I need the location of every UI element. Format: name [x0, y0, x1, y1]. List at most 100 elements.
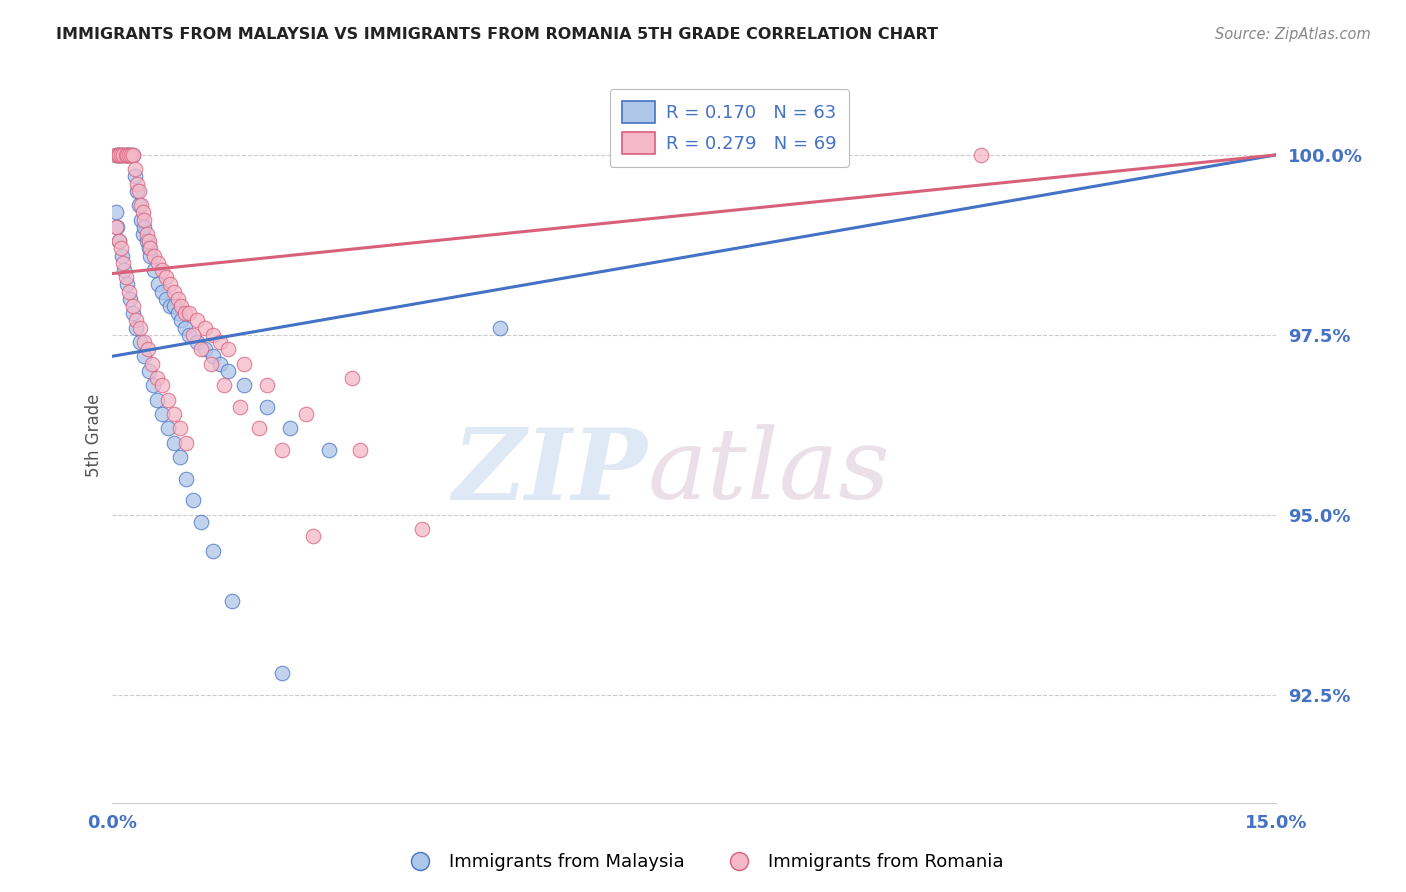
Point [127, 177, 149, 191]
Point [186, 313, 208, 327]
Point [139, 242, 162, 256]
Point [209, 334, 232, 349]
Point [122, 306, 145, 320]
Point [271, 666, 294, 681]
Point [114, 148, 136, 162]
Point [209, 357, 232, 371]
Point [138, 234, 160, 248]
Point [122, 148, 145, 162]
Point [124, 162, 146, 177]
Point [115, 148, 138, 162]
Point [169, 421, 191, 435]
Point [155, 292, 177, 306]
Point [129, 320, 152, 334]
Point [163, 407, 186, 421]
Point [174, 435, 197, 450]
Point [128, 198, 150, 212]
Point [349, 442, 371, 457]
Text: ZIP: ZIP [453, 424, 647, 521]
Point [129, 334, 152, 349]
Point [134, 212, 156, 227]
Text: atlas: atlas [647, 425, 890, 520]
Point [247, 421, 270, 435]
Point [143, 263, 166, 277]
Point [232, 357, 254, 371]
Point [174, 320, 197, 334]
Point [108, 148, 131, 162]
Point [194, 320, 217, 334]
Point [112, 148, 135, 162]
Point [318, 442, 340, 457]
Point [141, 357, 163, 371]
Point [174, 472, 197, 486]
Point [107, 148, 129, 162]
Legend: R = 0.170   N = 63, R = 0.279   N = 69: R = 0.170 N = 63, R = 0.279 N = 69 [610, 88, 849, 167]
Point [127, 184, 149, 198]
Point [163, 285, 186, 299]
Point [163, 299, 186, 313]
Point [111, 249, 134, 263]
Point [156, 421, 179, 435]
Point [131, 227, 153, 241]
Point [302, 529, 325, 543]
Point [150, 285, 173, 299]
Point [163, 435, 186, 450]
Point [201, 350, 224, 364]
Point [159, 277, 181, 292]
Point [278, 421, 301, 435]
Point [142, 378, 165, 392]
Point [115, 277, 138, 292]
Point [170, 313, 193, 327]
Point [155, 270, 177, 285]
Point [148, 256, 170, 270]
Point [201, 543, 224, 558]
Point [118, 285, 141, 299]
Point [115, 270, 138, 285]
Point [148, 277, 170, 292]
Point [970, 148, 993, 162]
Point [118, 148, 141, 162]
Point [201, 327, 224, 342]
Point [342, 371, 364, 385]
Point [181, 493, 204, 508]
Point [134, 350, 156, 364]
Point [159, 299, 181, 313]
Point [112, 148, 135, 162]
Y-axis label: 5th Grade: 5th Grade [86, 394, 103, 477]
Point [166, 306, 188, 320]
Point [174, 306, 197, 320]
Point [256, 400, 278, 414]
Text: IMMIGRANTS FROM MALAYSIA VS IMMIGRANTS FROM ROMANIA 5TH GRADE CORRELATION CHART: IMMIGRANTS FROM MALAYSIA VS IMMIGRANTS F… [56, 27, 938, 42]
Point [120, 148, 142, 162]
Point [179, 306, 201, 320]
Point [217, 364, 239, 378]
Point [128, 184, 150, 198]
Point [145, 392, 167, 407]
Point [135, 227, 157, 241]
Point [150, 378, 173, 392]
Point [217, 342, 239, 356]
Point [124, 169, 146, 184]
Point [706, 148, 728, 162]
Point [105, 219, 128, 234]
Point [186, 334, 208, 349]
Point [110, 148, 132, 162]
Text: Source: ZipAtlas.com: Source: ZipAtlas.com [1215, 27, 1371, 42]
Point [108, 234, 131, 248]
Point [107, 148, 129, 162]
Point [134, 219, 156, 234]
Point [134, 334, 156, 349]
Point [112, 263, 135, 277]
Point [110, 148, 132, 162]
Point [179, 327, 201, 342]
Legend: Immigrants from Malaysia, Immigrants from Romania: Immigrants from Malaysia, Immigrants fro… [395, 847, 1011, 879]
Point [108, 148, 131, 162]
Point [190, 342, 212, 356]
Point [112, 256, 135, 270]
Point [138, 242, 160, 256]
Point [104, 148, 127, 162]
Point [221, 594, 243, 608]
Point [271, 442, 294, 457]
Point [138, 364, 160, 378]
Point [150, 407, 173, 421]
